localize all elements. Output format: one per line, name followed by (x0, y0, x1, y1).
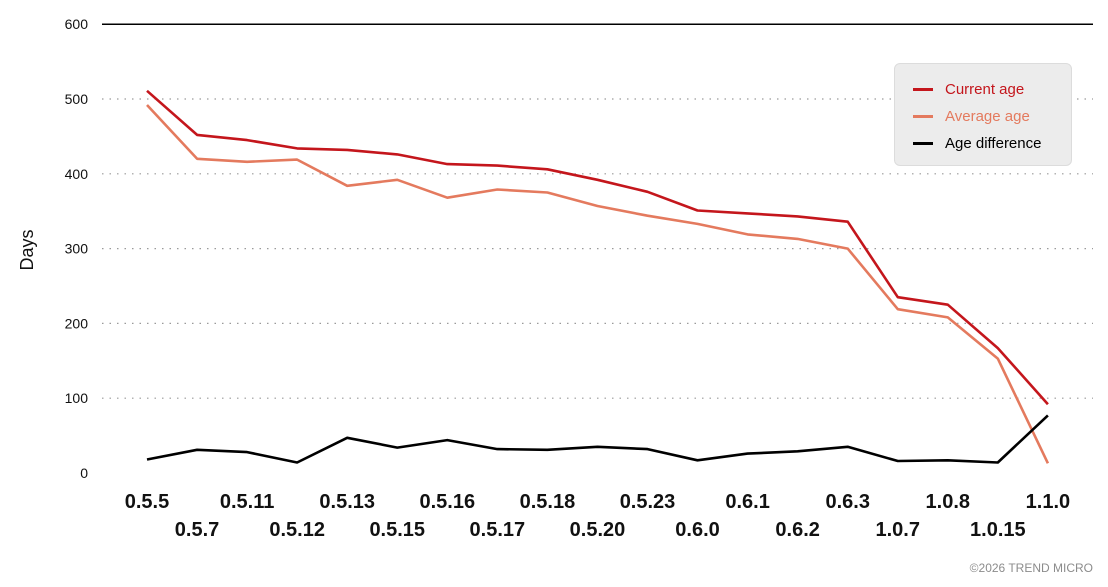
y-tick-label: 300 (65, 241, 89, 257)
x-tick-label: 0.5.7 (175, 519, 219, 541)
x-tick-label: 0.5.12 (269, 519, 325, 541)
legend-label: Average age (945, 107, 1030, 125)
x-tick-label: 0.5.20 (570, 519, 626, 541)
legend-swatch (913, 114, 933, 118)
x-tick-label: 0.5.23 (620, 491, 676, 513)
y-tick-label: 500 (65, 91, 89, 107)
x-tick-label: 0.5.16 (419, 491, 475, 513)
series-line-average-age (146, 104, 1050, 464)
x-tick-label: 0.6.2 (775, 519, 819, 541)
legend-item-current-age: Current age (913, 79, 1024, 99)
legend-swatch (913, 87, 933, 91)
legend-item-average-age: Average age (913, 106, 1030, 126)
legend-label: Age difference (945, 134, 1042, 152)
x-tick-label: 0.5.17 (470, 519, 526, 541)
x-tick-label: 0.5.13 (319, 491, 375, 513)
copyright-credit: ©2026 TREND MICRO (969, 561, 1093, 575)
x-tick-label: 0.5.18 (520, 491, 576, 513)
y-axis-label: Days (17, 229, 37, 270)
legend: Current age Average age Age difference (894, 63, 1072, 166)
y-tick-label: 600 (65, 16, 89, 32)
legend-item-age-difference: Age difference (913, 133, 1041, 153)
x-tick-label: 0.5.15 (369, 519, 425, 541)
y-axis-ticks: 0 100 200 300 400 500 600 (65, 16, 89, 481)
grid-lines (102, 23, 1093, 399)
x-tick-label: 1.0.15 (970, 519, 1026, 541)
x-tick-label: 1.1.0 (1026, 491, 1070, 513)
x-tick-label: 0.6.0 (675, 519, 719, 541)
y-tick-label: 400 (65, 166, 89, 182)
y-tick-label: 100 (65, 390, 89, 406)
x-tick-label: 1.0.8 (926, 491, 970, 513)
x-axis-ticks: 0.5.5 0.5.70.5.11 0.5.12 0.5.13 0.5.15 0.5.16… (125, 491, 1070, 541)
y-tick-label: 0 (80, 465, 88, 481)
series-line-current-age (146, 89, 1049, 406)
x-tick-label: 1.0.7 (876, 519, 920, 541)
legend-label: Current age (945, 80, 1025, 98)
x-tick-label: 0.5.5 (125, 491, 169, 513)
x-tick-label: 0.6.1 (725, 491, 769, 513)
x-tick-label: 0.5.11 (220, 491, 275, 513)
legend-swatch (913, 141, 933, 145)
x-tick-label: 0.6.3 (825, 491, 869, 513)
y-tick-label: 200 (65, 315, 89, 331)
series-line-age-difference (146, 414, 1049, 464)
series-lines (146, 89, 1050, 464)
